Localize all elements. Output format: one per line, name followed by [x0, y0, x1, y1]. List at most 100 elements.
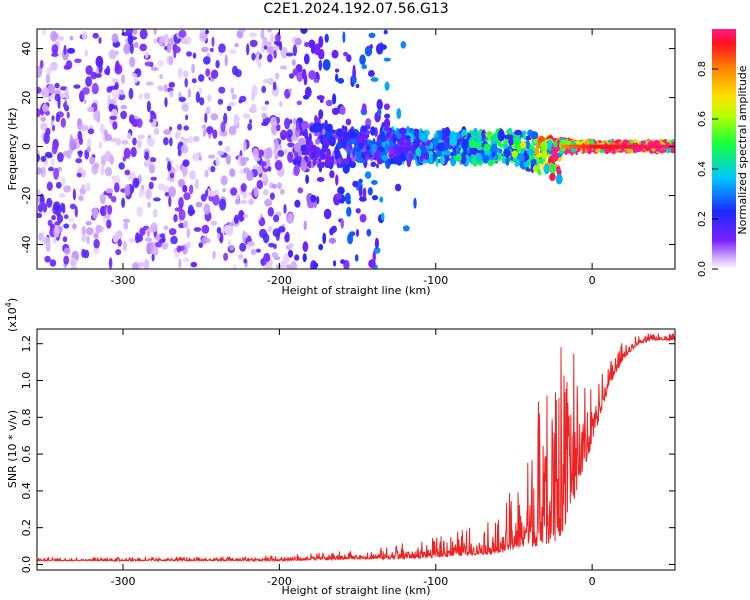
heatmap-cell — [235, 69, 242, 78]
heatmap-cell — [492, 134, 498, 140]
heatmap-cell — [86, 235, 90, 245]
heatmap-cell — [183, 70, 189, 78]
heatmap-cell — [589, 144, 591, 149]
heatmap-cell — [296, 71, 304, 82]
heatmap-cell — [354, 139, 359, 152]
heatmap-cell — [206, 238, 211, 243]
heatmap-cell — [120, 110, 127, 120]
heatmap-cell — [536, 143, 542, 149]
heatmap-cell — [63, 185, 71, 193]
heatmap-cell — [112, 175, 121, 186]
heatmap-cell — [376, 43, 384, 55]
heatmap-cell — [205, 68, 211, 77]
heatmap-cell — [210, 113, 219, 121]
heatmap-cell — [78, 195, 84, 202]
heatmap-cell — [530, 131, 539, 140]
heatmap-cell — [302, 253, 307, 263]
heatmap-cell — [117, 93, 126, 101]
heatmap-cell — [329, 227, 334, 236]
heatmap-cell — [49, 259, 57, 267]
heatmap-cell — [64, 99, 68, 109]
heatmap-cell — [67, 47, 76, 54]
y-tick-label: 0.2 — [20, 519, 33, 537]
heatmap-cell — [290, 261, 297, 269]
heatmap-cell — [562, 144, 565, 149]
heatmap-cell — [228, 125, 237, 136]
heatmap-cell — [371, 195, 379, 201]
heatmap-cell — [144, 61, 153, 67]
heatmap-cell — [180, 144, 189, 154]
heatmap-cell — [121, 197, 126, 208]
heatmap-cell — [83, 99, 87, 105]
heatmap-cell — [541, 140, 548, 153]
heatmap-cell — [164, 97, 168, 108]
heatmap-cell — [260, 106, 268, 112]
heatmap-cell — [520, 141, 527, 149]
heatmap-cell — [199, 97, 205, 106]
heatmap-cell — [314, 122, 322, 133]
heatmap-cell — [400, 142, 408, 149]
heatmap-cell — [212, 194, 220, 206]
heatmap-cell — [308, 39, 316, 49]
heatmap-cell — [401, 135, 407, 141]
heatmap-cell — [106, 219, 112, 229]
heatmap-cell — [215, 156, 220, 166]
heatmap-cell — [178, 96, 186, 103]
heatmap-cell — [470, 147, 478, 155]
heatmap-cell — [218, 43, 226, 53]
heatmap-cell — [111, 89, 120, 101]
heatmap-cell — [205, 29, 209, 35]
heatmap-cell — [352, 148, 356, 157]
figure-title: C2E1.2024.192.07.56.G13 — [263, 1, 449, 17]
heatmap-cell — [78, 150, 83, 158]
heatmap-cell — [123, 43, 131, 55]
spectrogram-heatmap — [37, 29, 675, 269]
heatmap-cell — [129, 186, 134, 193]
heatmap-cell — [358, 185, 363, 198]
heatmap-cell — [81, 234, 87, 243]
heatmap-cell — [164, 46, 168, 51]
heatmap-cell — [229, 244, 235, 251]
heatmap-cell — [186, 241, 192, 249]
heatmap-cell — [144, 237, 153, 242]
heatmap-cell — [287, 243, 294, 248]
heatmap-cell — [335, 128, 344, 138]
heatmap-cell — [622, 144, 625, 149]
heatmap-cell — [366, 228, 372, 237]
heatmap-cell — [89, 124, 94, 130]
heatmap-cell — [401, 146, 408, 154]
heatmap-cell — [76, 172, 82, 178]
heatmap-cell — [643, 144, 646, 149]
heatmap-cell — [615, 144, 618, 149]
heatmap-cell — [553, 141, 558, 148]
heatmap-cell — [349, 231, 356, 237]
heatmap-cell — [168, 55, 174, 66]
heatmap-cell — [45, 127, 51, 136]
heatmap-cell — [215, 59, 220, 69]
heatmap-cell — [260, 29, 265, 40]
heatmap-cell — [318, 109, 324, 120]
heatmap-cell — [267, 166, 272, 172]
heatmap-cell — [301, 130, 308, 137]
heatmap-cell — [138, 93, 143, 100]
x-tick-label: -200 — [267, 575, 292, 588]
heatmap-cell — [303, 220, 307, 231]
heatmap-cell — [490, 143, 498, 156]
heatmap-cell — [222, 188, 226, 193]
heatmap-cell — [133, 76, 138, 84]
heatmap-cell — [250, 248, 257, 255]
spectrogram-frame — [36, 28, 676, 270]
heatmap-cell — [195, 201, 203, 208]
heatmap-cell — [261, 172, 267, 182]
heatmap-cell — [42, 29, 47, 36]
heatmap-cell — [284, 117, 291, 130]
heatmap-cell — [79, 187, 86, 195]
heatmap-cell — [57, 97, 61, 109]
heatmap-cell — [40, 166, 46, 178]
heatmap-cell — [51, 115, 55, 122]
heatmap-cell — [69, 138, 76, 150]
heatmap-cell — [539, 157, 544, 164]
heatmap-cell — [662, 144, 665, 149]
heatmap-cell — [334, 68, 340, 73]
